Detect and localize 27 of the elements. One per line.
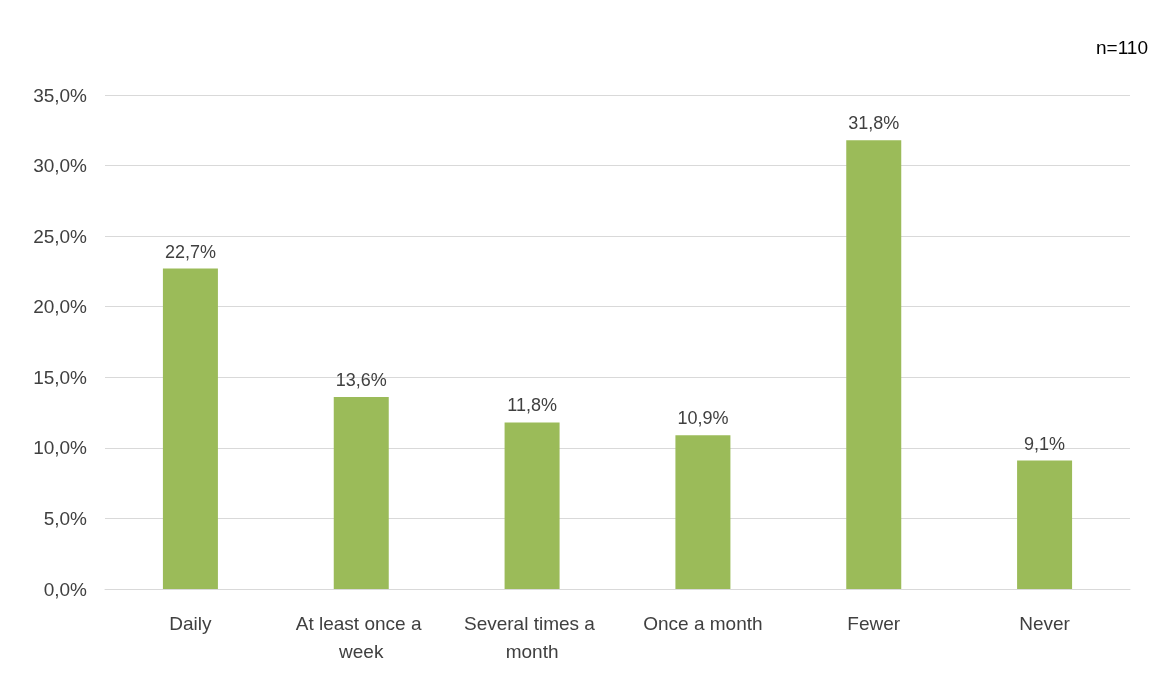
y-tick-label: 0,0% (43, 578, 88, 600)
y-tick-label: 20,0% (33, 296, 88, 318)
x-tick-label: Several times a month (463, 612, 601, 662)
bar (504, 422, 560, 589)
x-tick-label: Fewer (847, 612, 901, 634)
bar (1017, 460, 1073, 589)
data-label: 10,9% (677, 408, 729, 429)
data-label: 9,1% (1024, 433, 1066, 454)
bar (162, 268, 218, 589)
data-label: 11,8% (507, 395, 557, 416)
x-tick-label: Once a month (643, 612, 763, 634)
y-tick-label: 25,0% (33, 225, 88, 247)
y-tick-label: 5,0% (43, 507, 88, 529)
data-label: 22,7% (164, 241, 216, 262)
y-tick-label: 35,0% (33, 84, 88, 106)
data-label: 13,6% (335, 370, 387, 391)
x-tick-label: Never (1019, 612, 1071, 634)
bar (846, 140, 902, 589)
y-tick-label: 15,0% (33, 366, 88, 388)
bar (675, 435, 731, 589)
x-tick-label: Daily (169, 612, 213, 634)
data-label: 31,8% (848, 113, 900, 134)
text: n=110 (1096, 37, 1148, 58)
x-tick-label: At least once a week (295, 612, 427, 662)
y-tick-label: 30,0% (33, 155, 88, 177)
y-tick-label: 10,0% (33, 437, 88, 459)
bar (333, 397, 389, 589)
